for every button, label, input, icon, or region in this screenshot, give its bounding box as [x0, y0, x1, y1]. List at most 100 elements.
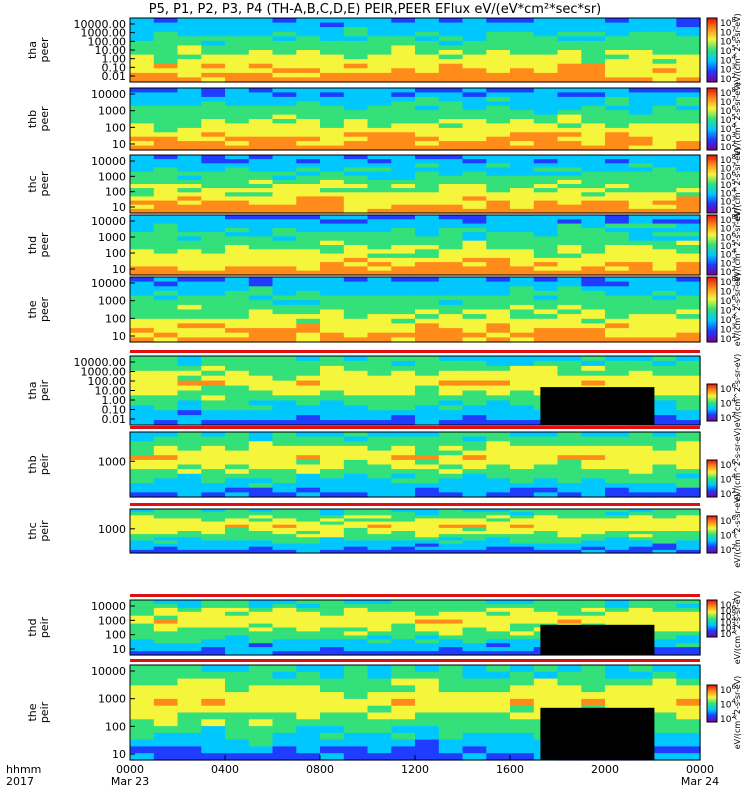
spectrogram-cell [652, 136, 677, 142]
spectrogram-cell [486, 375, 511, 382]
spectrogram-cell [153, 356, 179, 362]
spectrogram-cell [486, 615, 511, 621]
spectrogram-cell [343, 36, 369, 42]
spectrogram-cell [201, 304, 226, 311]
panel-thd-peir: 10000100010010thdpeir107106105104103102e… [26, 591, 742, 664]
spectrogram-cell [605, 175, 630, 181]
spectrogram-cell [438, 540, 464, 545]
colorbar-tick-label: 106 [720, 170, 736, 183]
spectrogram-cell [628, 145, 654, 151]
spectrogram-cell [391, 521, 416, 526]
spectrogram-cell [225, 492, 250, 498]
spectrogram-cell [462, 179, 487, 185]
spectrogram-cell [343, 253, 369, 259]
spectrogram-cell [605, 671, 630, 680]
spectrogram-cell [438, 518, 464, 523]
spectrogram-cell [652, 546, 677, 551]
colorbar-tick-label: 102 [720, 627, 736, 640]
spectrogram-cell [248, 712, 274, 720]
spectrogram-cell [343, 281, 369, 287]
spectrogram-cell [510, 549, 535, 554]
spectrogram-cell [438, 159, 464, 164]
spectrogram-cell [225, 45, 250, 51]
spectrogram-cell [225, 295, 250, 301]
spectrogram-cell [153, 527, 179, 532]
spectrogram-cell [272, 262, 297, 267]
spectrogram-cell [153, 524, 179, 529]
spectrogram-cell [438, 300, 464, 306]
spectrogram-cell [486, 304, 511, 311]
spectrogram-cell [438, 290, 464, 297]
spectrogram-cell [201, 643, 226, 648]
spectrogram-cell [391, 627, 416, 632]
spectrogram-cell [367, 36, 392, 42]
spectrogram-cell [225, 328, 250, 334]
spectrogram-cell [391, 395, 416, 401]
spectrogram-cell [367, 77, 392, 83]
spectrogram-cell [676, 420, 701, 426]
spectrogram-cell [415, 196, 440, 202]
spectrogram-cell [462, 249, 487, 255]
spectrogram-cell [438, 96, 464, 102]
spectrogram-cell [438, 450, 464, 456]
spectrogram-cell [652, 705, 677, 714]
spectrogram-cell [201, 540, 226, 545]
spectrogram-cell [153, 318, 179, 324]
spectrogram-cell [391, 692, 416, 700]
spectrogram-cell [272, 123, 297, 129]
spectrogram-cell [296, 59, 321, 65]
spectrogram-cell [462, 639, 487, 644]
spectrogram-cell [510, 685, 535, 693]
spectrogram-cell [367, 415, 392, 421]
spectrogram-cell [438, 323, 464, 329]
spectrogram-cell [557, 619, 582, 625]
spectrogram-cell [296, 623, 321, 629]
spectrogram-cell [177, 96, 202, 102]
spectrogram-cell [462, 432, 487, 438]
spectrogram-cell [272, 719, 297, 727]
spectrogram-cell [367, 281, 392, 287]
spectrogram-cell [557, 236, 582, 242]
spectrogram-cell [462, 337, 487, 343]
spectrogram-cell [581, 607, 606, 613]
spectrogram-cell [153, 531, 179, 535]
spectrogram-cell [652, 445, 677, 452]
spectrogram-cell [177, 337, 202, 343]
spectrogram-cell [225, 534, 250, 538]
spectrogram-cell [676, 253, 701, 259]
spectrogram-cell [676, 678, 701, 686]
spectrogram-cell [486, 196, 511, 202]
spectrogram-cell [367, 732, 392, 741]
spectrogram-cell [201, 600, 226, 605]
spectrogram-cell [652, 277, 677, 283]
spectrogram-cell [628, 521, 654, 526]
spectrogram-cell [272, 732, 297, 741]
spectrogram-cell [296, 600, 321, 605]
spectrogram-cell [320, 515, 345, 519]
spectrogram-cell [367, 337, 392, 343]
spectrogram-cell [343, 245, 369, 250]
spectrogram-cell [510, 119, 535, 124]
spectrogram-cell [367, 253, 392, 259]
spectrogram-cell [343, 179, 369, 185]
spectrogram-cell [367, 18, 392, 24]
spectrogram-cell [533, 432, 559, 438]
spectrogram-cell [486, 105, 511, 111]
spectrogram-cell [272, 524, 297, 529]
spectrogram-cell [320, 360, 345, 367]
spectrogram-cell [201, 192, 226, 197]
spectrogram-cell [652, 635, 677, 640]
spectrogram-cell [605, 54, 630, 60]
spectrogram-cell [486, 328, 511, 334]
spectrogram-cell [628, 88, 654, 93]
spectrogram-cell [676, 59, 701, 65]
spectrogram-cell [320, 436, 345, 442]
spectrogram-cell [438, 266, 464, 272]
spectrogram-cell [177, 515, 202, 519]
spectrogram-cell [557, 155, 582, 160]
colorbar [706, 599, 718, 638]
spectrogram-cell [676, 726, 701, 734]
spectrogram-cell [201, 619, 226, 625]
spectrogram-cell [628, 101, 654, 107]
spectrogram-cell [628, 96, 654, 102]
